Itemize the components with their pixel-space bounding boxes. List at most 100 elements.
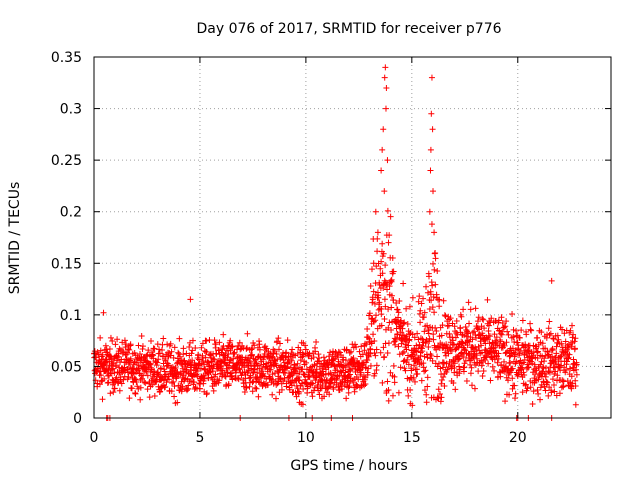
data-point xyxy=(553,392,560,399)
data-point xyxy=(531,361,538,368)
data-point xyxy=(551,371,558,378)
data-point xyxy=(309,380,316,387)
data-point xyxy=(435,386,442,393)
data-point xyxy=(545,351,552,358)
data-point xyxy=(172,364,179,371)
data-point xyxy=(360,373,367,380)
data-point xyxy=(408,367,415,374)
plot-frame xyxy=(93,56,612,419)
data-point xyxy=(361,347,368,354)
data-point xyxy=(503,339,510,346)
data-point xyxy=(452,386,459,393)
data-point xyxy=(564,355,571,362)
data-point xyxy=(366,310,373,317)
data-point xyxy=(518,366,525,373)
data-point xyxy=(416,341,423,348)
data-point xyxy=(387,369,394,376)
data-point xyxy=(217,370,224,377)
data-point xyxy=(416,356,423,363)
data-point xyxy=(491,331,498,338)
data-point xyxy=(515,345,522,352)
data-point xyxy=(554,372,561,379)
data-point xyxy=(467,306,474,313)
data-point xyxy=(225,380,232,387)
chart-title: Day 076 of 2017, SRMTID for receiver p77… xyxy=(196,21,501,37)
data-point xyxy=(417,335,424,342)
data-point xyxy=(328,376,335,383)
data-point xyxy=(563,358,570,365)
data-point xyxy=(430,260,437,267)
data-point xyxy=(247,358,254,365)
data-point xyxy=(520,369,527,376)
data-point xyxy=(138,332,145,339)
data-point xyxy=(200,357,207,364)
data-point xyxy=(482,356,489,363)
data-point xyxy=(124,369,131,376)
data-point xyxy=(345,384,352,391)
data-point xyxy=(568,343,575,350)
data-point xyxy=(545,392,552,399)
data-point xyxy=(417,307,424,314)
data-point xyxy=(475,343,482,350)
data-point xyxy=(294,385,301,392)
data-point xyxy=(129,365,136,372)
data-point xyxy=(572,335,579,342)
data-point xyxy=(371,370,378,377)
data-point xyxy=(553,343,560,350)
data-point xyxy=(544,379,551,386)
data-point xyxy=(302,342,309,349)
data-point xyxy=(396,297,403,304)
data-point xyxy=(460,354,467,361)
data-point xyxy=(203,337,210,344)
data-point xyxy=(371,338,378,345)
data-point xyxy=(444,323,451,330)
data-point xyxy=(108,356,115,363)
data-point xyxy=(438,380,445,387)
data-point xyxy=(163,379,170,386)
data-point xyxy=(406,303,413,310)
data-point xyxy=(367,362,374,369)
data-point xyxy=(222,373,229,380)
data-point xyxy=(342,369,349,376)
data-point xyxy=(510,326,517,333)
data-point xyxy=(375,294,382,301)
data-point xyxy=(480,367,487,374)
data-point xyxy=(133,378,140,385)
data-point xyxy=(414,370,421,377)
data-point xyxy=(211,337,218,344)
data-point xyxy=(568,385,575,392)
data-point xyxy=(405,352,412,359)
data-point xyxy=(256,346,263,353)
data-point xyxy=(406,336,413,343)
data-point xyxy=(496,327,503,334)
data-point xyxy=(484,296,491,303)
data-point xyxy=(428,74,435,81)
data-point xyxy=(403,305,410,312)
data-point xyxy=(149,381,156,388)
data-point xyxy=(439,322,446,329)
data-point xyxy=(226,357,233,364)
data-point xyxy=(144,372,151,379)
data-point xyxy=(107,390,114,397)
data-point xyxy=(404,321,411,328)
data-point xyxy=(194,367,201,374)
data-point xyxy=(426,208,433,215)
data-point xyxy=(421,368,428,375)
data-point xyxy=(501,324,508,331)
data-point xyxy=(201,375,208,382)
data-point xyxy=(221,372,228,379)
data-point xyxy=(534,355,541,362)
data-point xyxy=(128,385,135,392)
data-point xyxy=(572,401,579,408)
data-point xyxy=(210,387,217,394)
data-point xyxy=(106,346,113,353)
data-point xyxy=(132,390,139,397)
data-point xyxy=(569,334,576,341)
data-point xyxy=(413,342,420,349)
data-point xyxy=(342,364,349,371)
data-point xyxy=(443,341,450,348)
data-point xyxy=(278,386,285,393)
y-tick-label: 0 xyxy=(73,411,82,427)
data-point xyxy=(178,378,185,385)
data-point xyxy=(434,268,441,275)
